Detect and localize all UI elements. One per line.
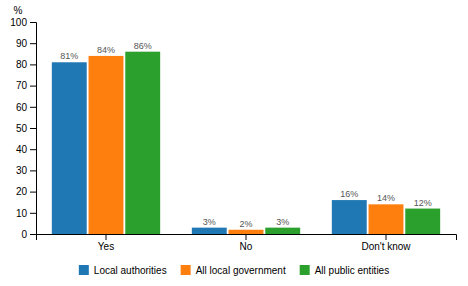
data-labels: 81% 3% 16% 84% 2% 14% 86% 3% 12% [60, 41, 431, 229]
y-tick-label: 70 [16, 80, 28, 91]
data-label: 14% [377, 193, 395, 203]
x-axis: Yes No Don't know [37, 234, 457, 252]
legend-label: Local authorities [94, 265, 167, 276]
legend: Local authorities All local government All… [79, 265, 389, 276]
legend-swatch [79, 265, 89, 275]
y-tick: 90 [16, 38, 36, 49]
bar [405, 209, 440, 234]
x-tick: Yes [98, 234, 114, 252]
y-tick: 30 [16, 165, 36, 176]
x-tick: No [240, 234, 253, 252]
legend-swatch [300, 265, 310, 275]
bar [229, 230, 264, 234]
y-axis-label: % [14, 5, 23, 16]
y-tick-mark [30, 107, 36, 108]
x-tick-label: No [240, 241, 253, 252]
y-tick-mark [30, 128, 36, 129]
bar [369, 204, 404, 234]
x-tick-label: Don't know [361, 241, 411, 252]
data-label: 2% [239, 219, 252, 229]
x-tick-mark [246, 234, 247, 240]
y-tick: 0 [21, 229, 36, 240]
bar [192, 228, 227, 234]
bar [52, 62, 87, 234]
data-label: 12% [414, 198, 432, 208]
y-tick-label: 100 [10, 17, 27, 28]
x-axis-line [37, 235, 457, 241]
data-label: 86% [134, 41, 152, 51]
legend-item: All public entities [300, 265, 389, 276]
x-tick: Don't know [361, 234, 411, 252]
legend-item: Local authorities [79, 265, 167, 276]
y-axis-line [30, 23, 37, 235]
chart: 0 10 20 30 40 50 60 70 80 90 100 Yes No Don't know% 81… [0, 0, 468, 286]
y-axis: 0 10 20 30 40 50 60 70 80 90 100 [10, 17, 36, 240]
x-tick-mark [386, 234, 387, 240]
bar [125, 52, 160, 234]
y-tick: 80 [16, 59, 36, 70]
y-tick-label: 60 [16, 102, 28, 113]
y-tick: 60 [16, 102, 36, 113]
data-label: 16% [340, 189, 358, 199]
y-tick: 20 [16, 186, 36, 197]
x-tick-mark [106, 234, 107, 240]
bars [52, 52, 440, 234]
y-tick: 10 [16, 208, 36, 219]
legend-item: All local government [181, 265, 286, 276]
y-tick-mark [30, 234, 36, 235]
data-label: 3% [203, 217, 216, 227]
y-tick-mark [30, 170, 36, 171]
y-tick: 100 [10, 17, 36, 28]
y-tick-label: 30 [16, 165, 28, 176]
y-tick-mark [30, 43, 36, 44]
y-tick-mark [30, 149, 36, 150]
y-tick-mark [30, 22, 36, 23]
y-tick-mark [30, 213, 36, 214]
data-label: 3% [276, 217, 289, 227]
legend-label: All local government [196, 265, 286, 276]
data-label: 84% [97, 45, 115, 55]
legend-label: All public entities [315, 265, 389, 276]
y-tick-label: 90 [16, 38, 28, 49]
x-tick-label: Yes [98, 241, 114, 252]
y-tick-label: 0 [21, 229, 27, 240]
data-label: 81% [60, 51, 78, 61]
bar [265, 228, 300, 234]
y-tick-label: 80 [16, 59, 28, 70]
y-tick-mark [30, 64, 36, 65]
legend-swatch [181, 265, 191, 275]
y-tick-mark [30, 192, 36, 193]
y-tick: 50 [16, 123, 36, 134]
y-tick-label: 20 [16, 186, 28, 197]
y-tick-label: 40 [16, 144, 28, 155]
bar [89, 56, 124, 234]
plot: 0 10 20 30 40 50 60 70 80 90 100 Yes No Don't know% 81… [10, 5, 456, 252]
y-tick: 70 [16, 80, 36, 91]
y-tick-mark [30, 86, 36, 87]
bar [332, 200, 367, 234]
y-tick: 40 [16, 144, 36, 155]
y-tick-label: 10 [16, 208, 28, 219]
y-tick-label: 50 [16, 123, 28, 134]
